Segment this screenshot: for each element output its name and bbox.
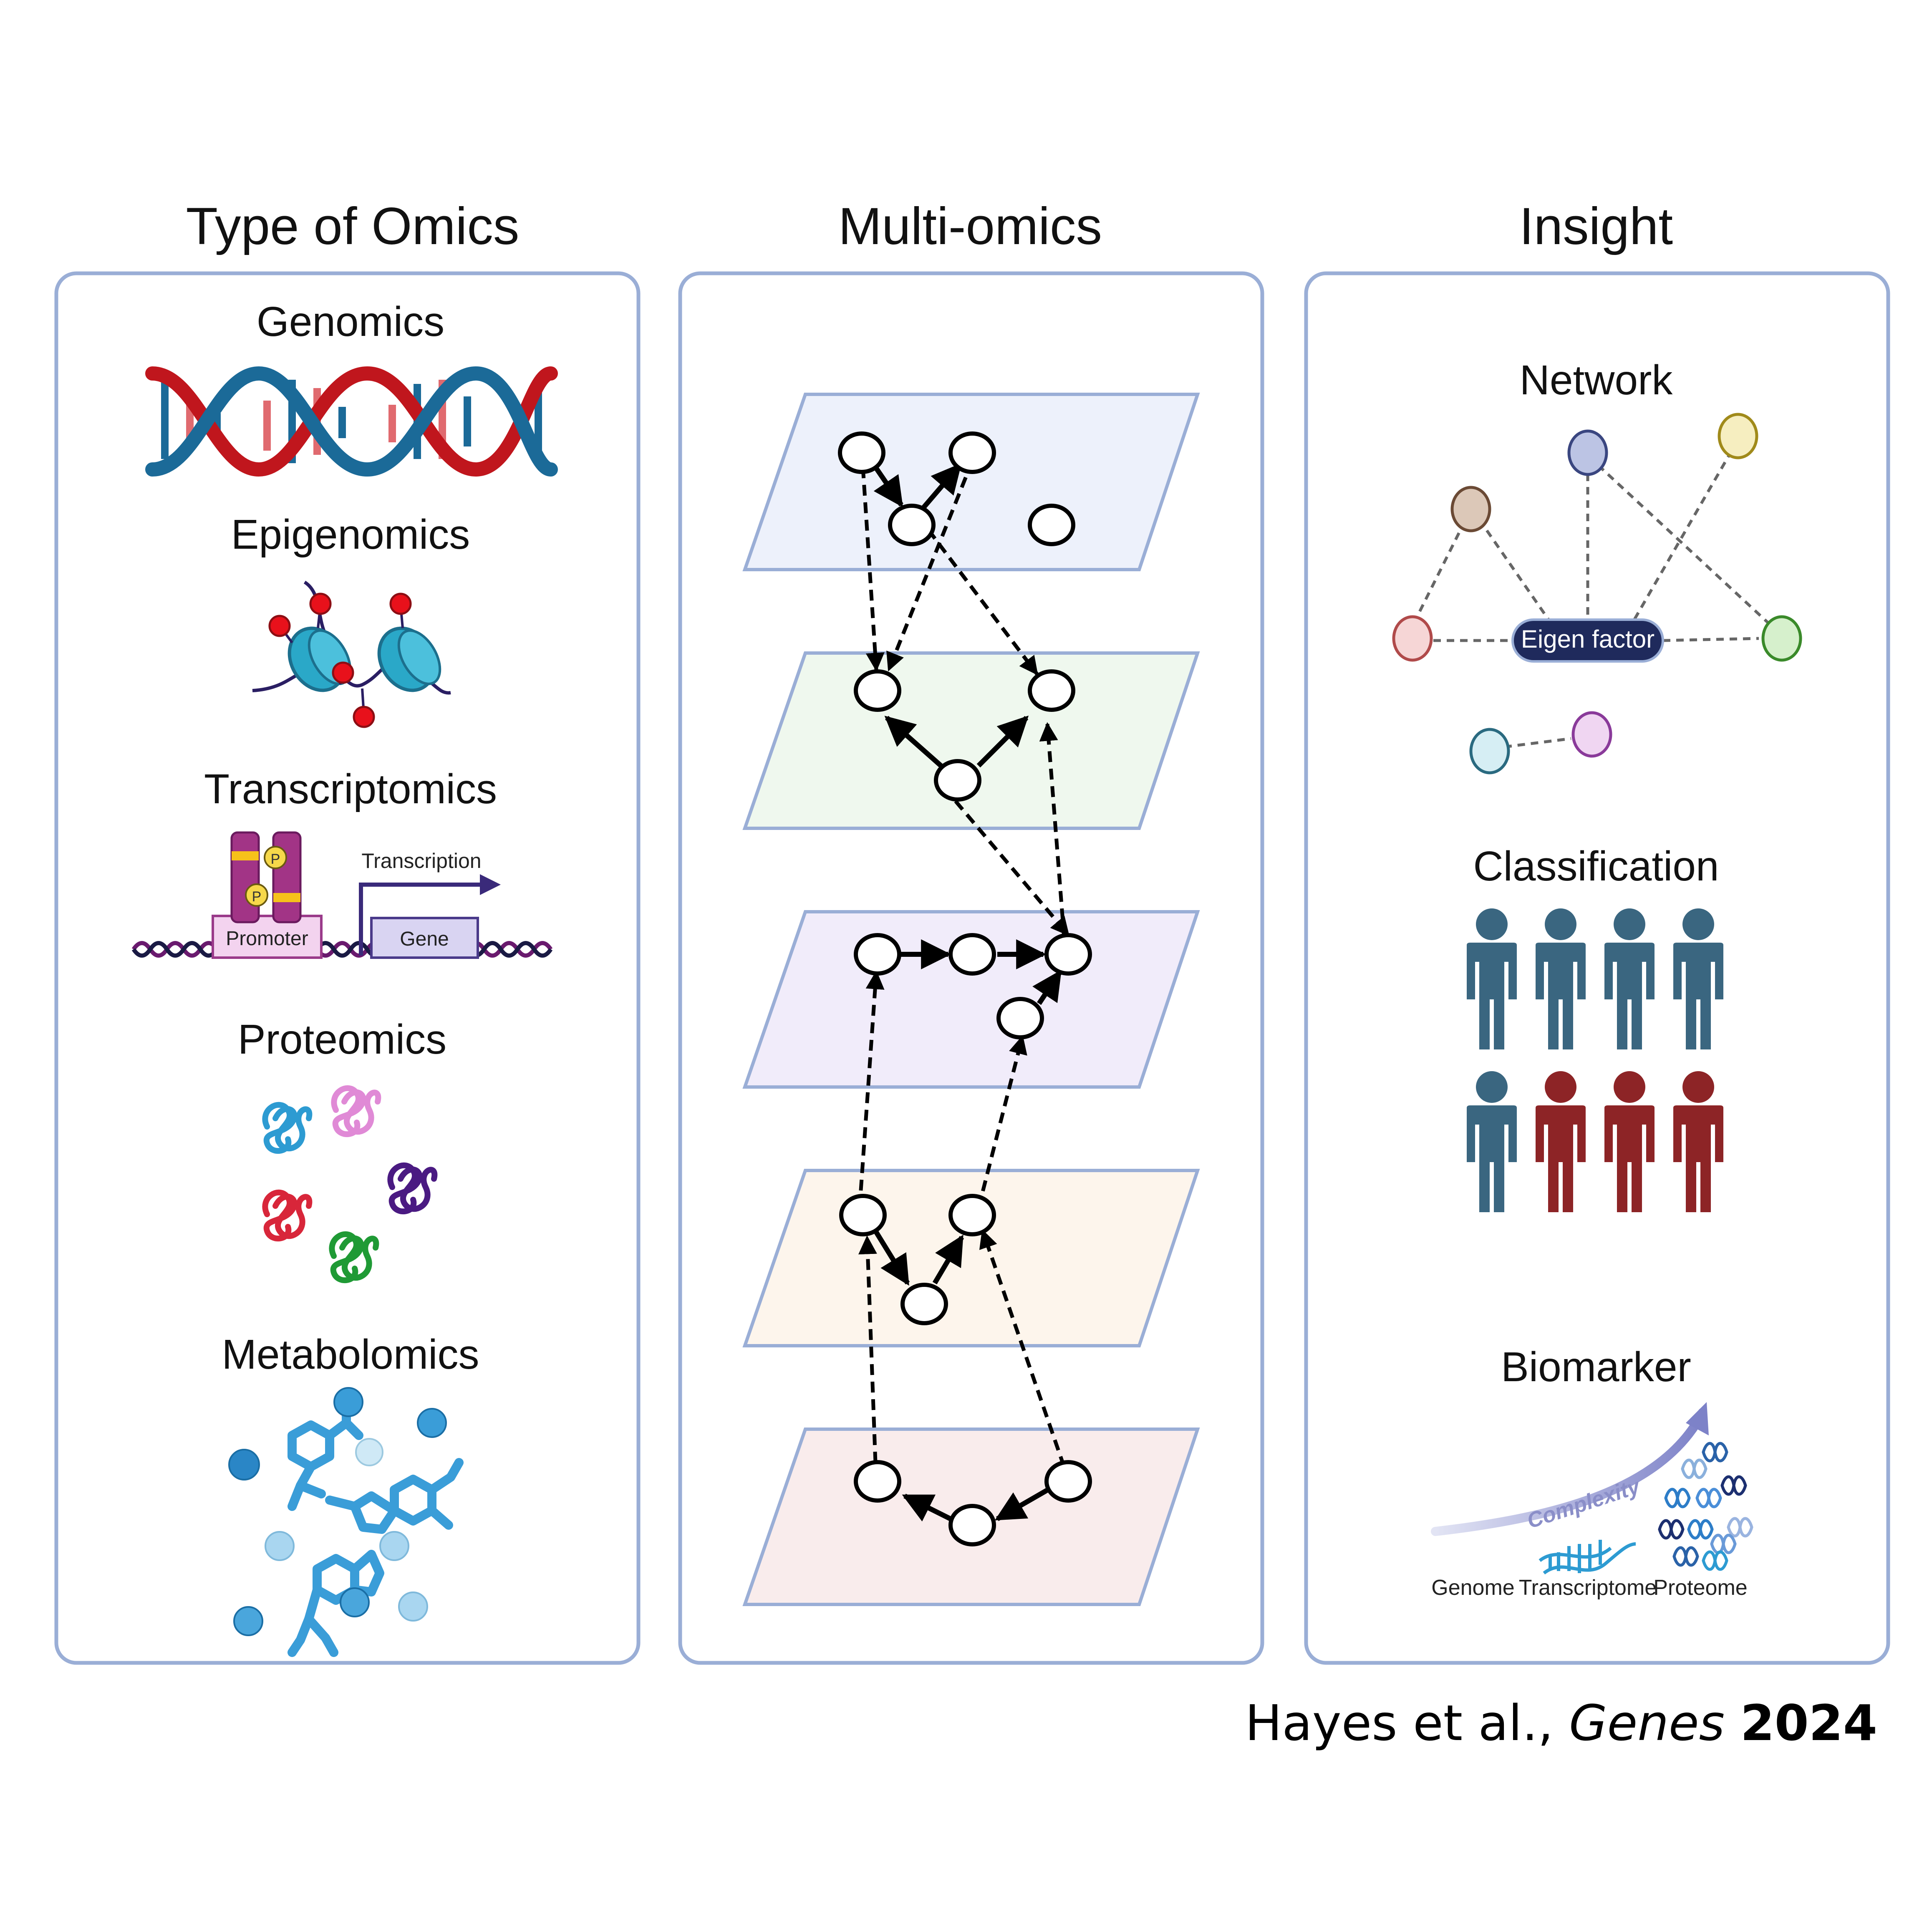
layer-plane-1 <box>742 393 1200 571</box>
transcriptome-icon <box>1539 1540 1636 1575</box>
node <box>854 1460 901 1503</box>
eigen-factor-label: Eigen factor <box>1521 625 1655 653</box>
label-epigenomics: Epigenomics <box>231 511 470 558</box>
citation-authors: Hayes et al., <box>1245 1694 1569 1752</box>
gene-box <box>370 917 479 959</box>
node <box>1044 933 1092 976</box>
node <box>854 669 901 712</box>
node <box>854 933 901 976</box>
node <box>948 933 996 976</box>
node <box>948 431 996 474</box>
network-node <box>1571 711 1612 758</box>
omics-nodes <box>838 431 1092 1546</box>
node <box>900 1283 948 1325</box>
network-node <box>1392 615 1433 662</box>
label-biomarker: Biomarker <box>1501 1344 1691 1390</box>
transcription-icon: Promoter Gene Transcription P P <box>131 831 553 959</box>
node <box>838 431 885 474</box>
citation: Hayes et al., Genes 2024 <box>1245 1694 1877 1752</box>
network-graph: Eigen factor <box>1392 413 1802 774</box>
network-node <box>1450 486 1491 532</box>
transcription-label: Transcription <box>361 849 481 873</box>
network-node <box>1567 429 1608 476</box>
intra-layer-edges <box>872 463 1062 1522</box>
node <box>888 504 936 546</box>
metabolite-molecules-icon <box>228 1387 464 1657</box>
transcriptome-label: Transcriptome <box>1519 1576 1657 1600</box>
panel-type-of-omics <box>54 271 641 1665</box>
column-title-insight: Insight <box>1519 197 1673 255</box>
node <box>996 997 1044 1039</box>
promoter-box <box>212 915 323 959</box>
node <box>1028 669 1075 712</box>
node <box>1028 504 1075 546</box>
gene-label: Gene <box>400 928 449 950</box>
node <box>934 759 981 802</box>
nucleosome-methylation-icon <box>252 580 451 728</box>
label-genomics: Genomics <box>257 298 444 345</box>
node <box>948 1194 996 1236</box>
column-title-multi-omics: Multi-omics <box>838 197 1102 255</box>
phospho-label: P <box>271 851 280 867</box>
genome-label: Genome <box>1431 1576 1514 1600</box>
network-node <box>1718 413 1758 459</box>
label-network: Network <box>1520 357 1673 404</box>
promoter-label: Promoter <box>226 928 308 950</box>
label-proteomics: Proteomics <box>238 1016 446 1063</box>
node <box>1044 1460 1092 1503</box>
node <box>948 1504 996 1546</box>
phospho-label: P <box>252 889 262 905</box>
proteome-label: Proteome <box>1653 1576 1747 1600</box>
inter-layer-edges <box>858 460 1070 1468</box>
dna-helix-icon <box>145 366 558 477</box>
citation-year: 2024 <box>1740 1694 1877 1752</box>
node <box>839 1194 887 1236</box>
label-transcriptomics: Transcriptomics <box>204 766 497 812</box>
citation-journal: Genes <box>1569 1694 1725 1752</box>
network-node <box>1761 615 1802 662</box>
eigen-factor-node <box>1511 618 1664 663</box>
panel-insight <box>1304 271 1890 1665</box>
network-node <box>1469 728 1510 774</box>
label-classification: Classification <box>1473 843 1719 890</box>
column-title-type-of-omics: Type of Omics <box>186 197 520 255</box>
label-metabolomics: Metabolomics <box>222 1331 479 1378</box>
layer-plane-2 <box>742 651 1200 830</box>
